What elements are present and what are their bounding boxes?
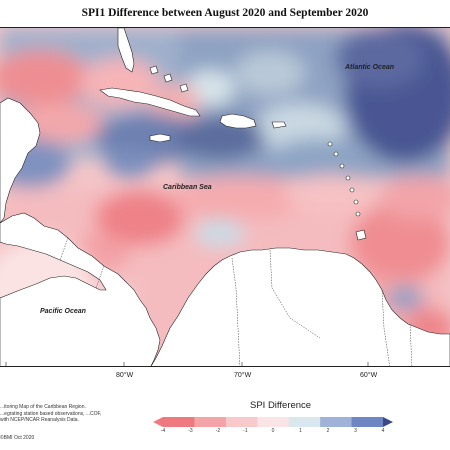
- legend-colorbar: [153, 417, 393, 427]
- longitude-label-70w: 70°W: [234, 372, 252, 379]
- credit-text: ...itoring Map of the Caribbean Region. …: [0, 404, 102, 423]
- legend-swatch: [288, 417, 321, 427]
- legend-tick-label: -3: [188, 428, 193, 434]
- legend-tick-label: 4: [381, 428, 385, 434]
- spi-field: [0, 28, 450, 366]
- legend-tick-label: 1: [299, 428, 302, 434]
- legend-tick-label: 3: [354, 428, 357, 434]
- legend-swatch-max: [383, 417, 393, 427]
- legend-swatch: [163, 417, 195, 427]
- land-masses: [0, 28, 450, 366]
- legend-title: SPI Difference: [250, 400, 312, 411]
- pacific-ocean-label: Pacific Ocean: [40, 308, 86, 315]
- caribbean-sea-label: Caribbean Sea: [163, 184, 212, 191]
- longitude-label-80w: 80°W: [116, 372, 134, 379]
- copyright-text: ©BMI Oct 2020: [0, 435, 35, 441]
- longitude-label-60w: 60°W: [360, 372, 378, 379]
- legend-tick-label: 0: [271, 428, 275, 434]
- legend-tick-label: 2: [326, 428, 330, 434]
- legend-swatch: [320, 417, 353, 427]
- atlantic-ocean-label: Atlantic Ocean: [345, 64, 395, 71]
- legend-swatch: [225, 417, 258, 427]
- legend-swatch-min: [153, 417, 163, 427]
- legend-tick-label: -4: [160, 428, 166, 434]
- legend-swatch: [194, 417, 227, 427]
- map-title: SPI1 Difference between August 2020 and …: [81, 7, 369, 19]
- legend-tick-label: -2: [215, 428, 221, 434]
- legend-swatch: [257, 417, 290, 427]
- legend-tick-label: -1: [243, 428, 248, 434]
- spi-difference-map: Atlantic Ocean Caribbean Sea Pacific Oce…: [0, 27, 450, 367]
- legend-swatch: [351, 417, 384, 427]
